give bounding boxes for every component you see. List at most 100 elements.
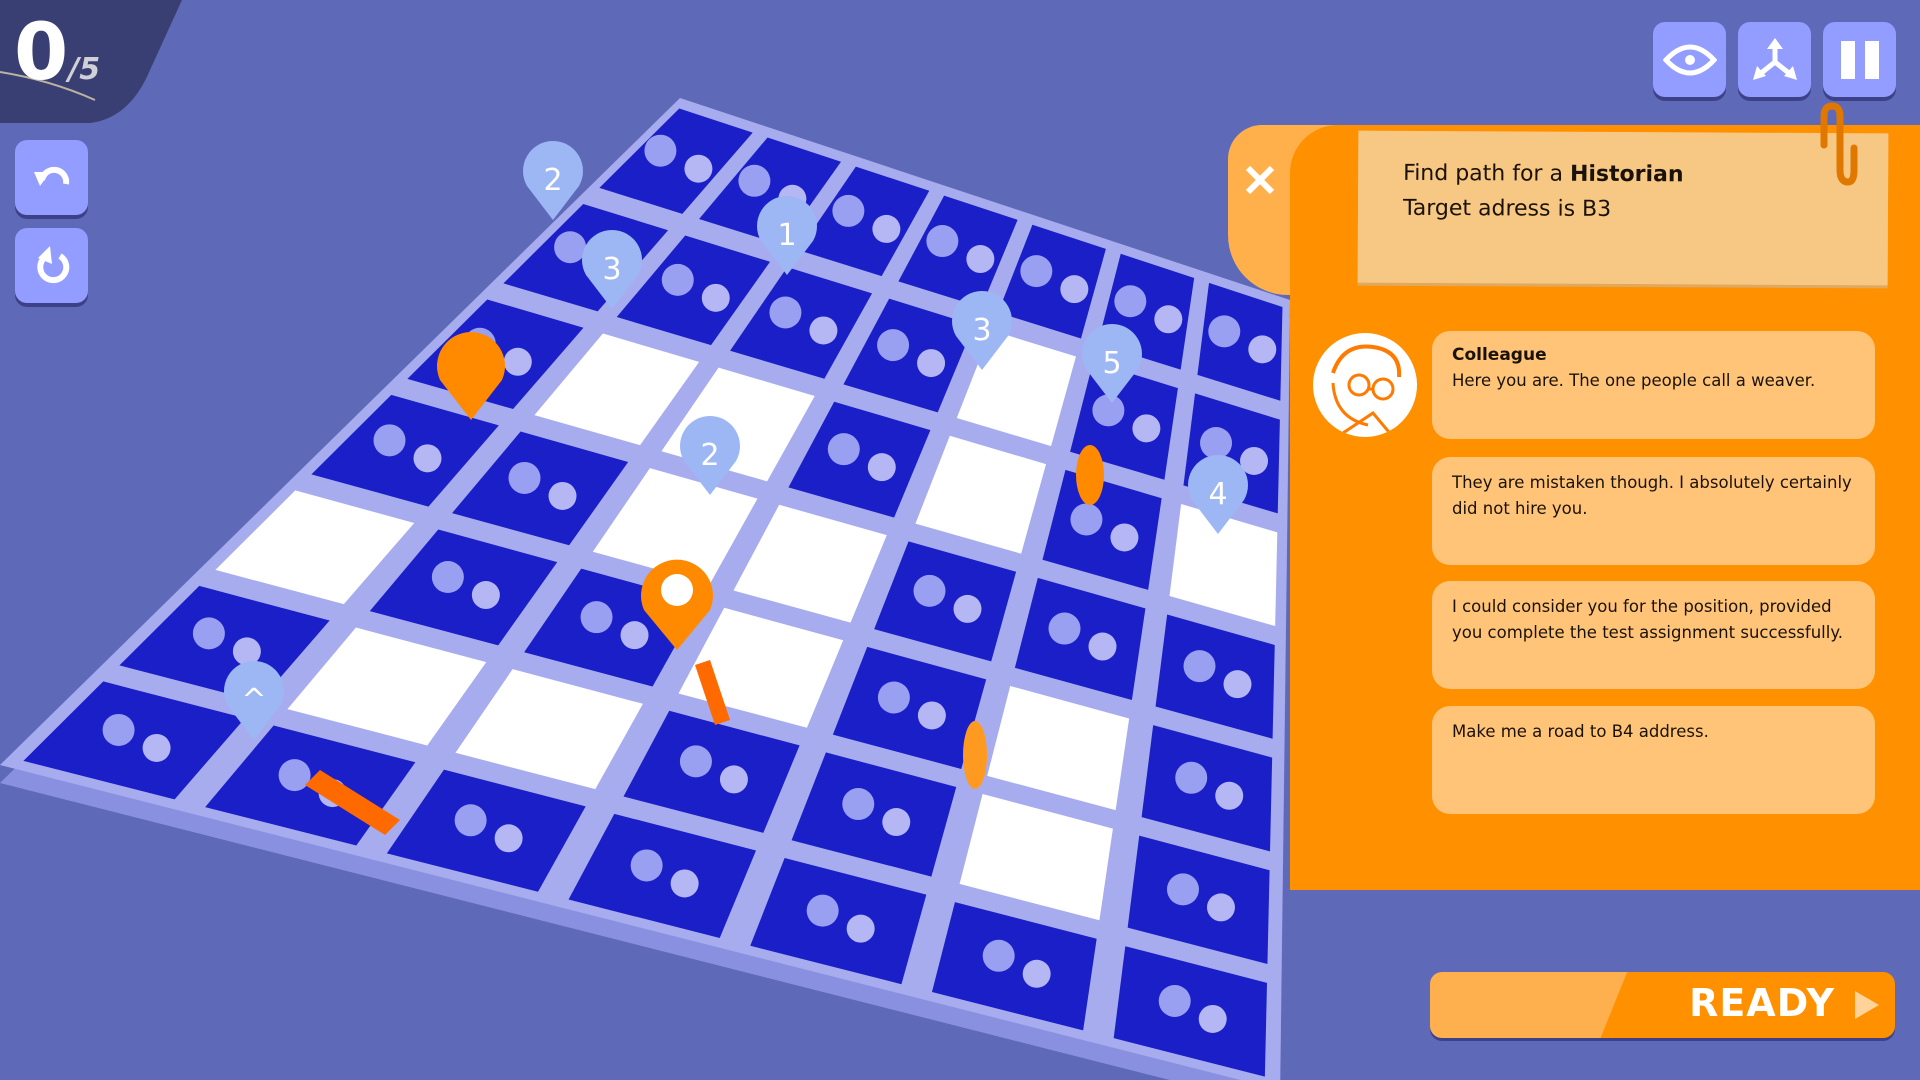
task-note: Find path for a Historian Target adress … <box>1357 130 1889 286</box>
tree <box>278 759 311 792</box>
road-tile <box>733 504 887 623</box>
tree <box>1240 446 1269 475</box>
tree <box>630 849 663 882</box>
tree <box>508 461 541 494</box>
tree <box>806 894 839 927</box>
tree <box>620 621 649 650</box>
tree <box>232 637 261 666</box>
map-tile <box>1113 946 1268 1077</box>
map-tile <box>750 857 927 985</box>
road-tile <box>287 627 487 746</box>
ready-button[interactable]: READY <box>1430 972 1895 1038</box>
tree <box>494 824 523 853</box>
tree <box>1206 893 1235 922</box>
task-role: Historian <box>1569 161 1684 188</box>
tree <box>1020 255 1053 288</box>
character-figure <box>1076 445 1104 505</box>
tree <box>877 681 910 714</box>
pin-label: ^ <box>241 683 266 718</box>
tree <box>454 804 487 837</box>
message-text: I could consider you for the position, p… <box>1452 597 1843 642</box>
tree <box>1132 414 1161 443</box>
message-bubble: They are mistaken though. I absolutely c… <box>1432 457 1875 565</box>
map-tile <box>798 166 930 277</box>
tree <box>917 701 946 730</box>
pin-label: 4 <box>1208 477 1227 512</box>
road-tile <box>915 435 1047 554</box>
camera-button[interactable] <box>1738 22 1811 97</box>
tree <box>471 581 500 610</box>
map-tile <box>623 710 800 833</box>
tree <box>953 594 982 623</box>
map-tile <box>1014 577 1146 701</box>
message-bubble: I could consider you for the position, p… <box>1432 581 1875 689</box>
play-arrow-icon <box>1855 991 1879 1019</box>
tree <box>1088 632 1117 661</box>
undo-button[interactable] <box>15 140 88 215</box>
map-tile <box>452 431 629 546</box>
reset-button[interactable] <box>15 228 88 303</box>
tree <box>679 745 712 778</box>
message-bubble: Colleague Here you are. The one people c… <box>1432 331 1875 439</box>
map-tile <box>386 769 586 892</box>
view-button[interactable] <box>1653 22 1726 97</box>
axes-icon <box>1752 37 1797 80</box>
tree <box>882 808 911 837</box>
tree <box>872 214 901 243</box>
map-tile <box>874 541 1017 662</box>
tree <box>877 329 910 362</box>
map-pin <box>523 141 583 220</box>
map-tile <box>832 646 987 769</box>
task-role-line: Find path for a Historian <box>1403 160 1684 188</box>
tree <box>1215 781 1244 810</box>
tree <box>554 231 587 264</box>
tree <box>192 617 225 650</box>
pin-label: 2 <box>700 438 719 473</box>
tree <box>684 154 713 183</box>
map-tile <box>843 298 974 413</box>
message-text: Here you are. The one people call a weav… <box>1452 371 1816 390</box>
score-max: /5 <box>68 52 101 87</box>
pause-button[interactable] <box>1823 22 1896 97</box>
road-tile <box>987 685 1130 811</box>
road-tile <box>215 490 415 605</box>
tree <box>1223 670 1252 699</box>
speaker-name: Colleague <box>1452 345 1547 365</box>
tree <box>832 194 865 227</box>
close-icon[interactable] <box>1240 160 1280 200</box>
tree <box>1022 959 1051 988</box>
tree <box>846 914 875 943</box>
tree <box>644 134 677 167</box>
score-panel: 0/5 <box>0 0 185 123</box>
map-tile <box>1197 282 1283 401</box>
tree <box>1092 394 1125 427</box>
pin-label: 1 <box>777 218 796 253</box>
map-tile <box>898 195 1018 308</box>
message-bubble: Make me a road to B4 address. <box>1432 706 1875 814</box>
character-figure <box>963 721 987 789</box>
avatar <box>1313 333 1417 437</box>
tree <box>503 347 532 376</box>
map-tile <box>791 752 957 877</box>
ready-label: READY <box>1689 981 1835 1025</box>
tree <box>413 444 442 473</box>
tree <box>1175 761 1208 794</box>
tree <box>913 574 946 607</box>
tree <box>769 296 802 329</box>
map-tile <box>23 681 246 800</box>
tree <box>982 939 1015 972</box>
map-tile <box>311 394 499 507</box>
map-pin <box>223 661 285 740</box>
tree <box>1060 275 1089 304</box>
tree <box>1070 503 1103 536</box>
eye-icon <box>1662 44 1717 75</box>
pin-label: 5 <box>1102 346 1121 381</box>
pause-icon <box>1840 40 1879 79</box>
road-tile <box>1169 503 1278 627</box>
orange-pin <box>437 332 505 420</box>
map-pin <box>680 416 741 495</box>
smiley-icon <box>661 574 693 606</box>
tree <box>580 601 613 634</box>
road-tile <box>455 669 643 790</box>
